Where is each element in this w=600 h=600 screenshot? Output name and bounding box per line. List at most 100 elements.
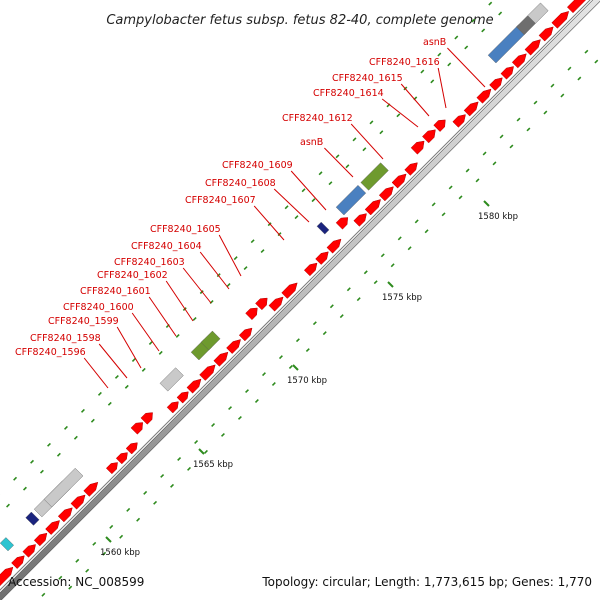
- tick-mark: [465, 168, 470, 173]
- tick-mark: [577, 76, 582, 81]
- tick-mark: [177, 456, 182, 461]
- tick-mark: [194, 440, 199, 444]
- tick-mark: [158, 350, 163, 355]
- cds-arrow: [404, 162, 418, 176]
- leader-line: [400, 83, 430, 117]
- tick-mark: [362, 147, 367, 152]
- cds-arrow: [11, 555, 25, 569]
- leader-line: [148, 296, 177, 337]
- gene-label: CFF8240_1615: [332, 73, 403, 84]
- cds-arrow: [364, 199, 381, 216]
- cds-arrow: [538, 26, 554, 42]
- cds-arrow: [245, 307, 258, 321]
- tick-mark: [441, 212, 446, 217]
- cds-arrow: [140, 412, 153, 425]
- scale-label: 1560 kbp: [100, 548, 140, 558]
- leader-line: [182, 267, 212, 304]
- tick-mark: [277, 232, 282, 237]
- tick-mark: [379, 130, 384, 135]
- tick-mark: [407, 246, 412, 251]
- tick-mark: [124, 384, 129, 389]
- cds-arrow: [70, 494, 86, 510]
- tick-mark: [288, 365, 293, 370]
- tick-mark: [141, 367, 146, 372]
- cds-arrow: [353, 213, 367, 227]
- tick-mark: [233, 256, 238, 261]
- scale-tick: [105, 536, 112, 543]
- cds-arrow: [551, 11, 570, 29]
- cds-arrow: [83, 481, 99, 497]
- cds-arrow: [226, 339, 241, 354]
- tick-mark: [424, 229, 429, 234]
- tick-mark: [119, 534, 124, 539]
- cds-arrow: [315, 251, 329, 265]
- cds-arrow: [213, 351, 229, 367]
- feature-block-blue: [335, 185, 367, 216]
- tick-mark: [488, 1, 493, 6]
- tick-mark: [356, 297, 361, 302]
- tick-mark: [369, 120, 374, 125]
- tick-mark: [509, 144, 514, 149]
- tick-mark: [447, 62, 452, 67]
- tick-mark: [90, 418, 95, 423]
- tick-mark: [41, 592, 46, 597]
- feature-block-grey: [527, 2, 549, 24]
- gene-label: CFF8240_1598: [30, 333, 101, 344]
- tick-mark: [373, 280, 378, 285]
- tick-mark: [220, 432, 225, 437]
- tick-mark: [243, 266, 248, 271]
- gene-label: CFF8240_1601: [80, 286, 151, 297]
- tick-mark: [22, 486, 27, 491]
- tick-mark: [458, 195, 463, 200]
- tick-mark: [295, 338, 300, 343]
- tick-mark: [170, 483, 175, 488]
- gene-label: CFF8240_1599: [48, 316, 119, 327]
- feature-block-cyan: [0, 537, 14, 552]
- tick-mark: [58, 575, 63, 580]
- tick-mark: [278, 355, 283, 360]
- tick-mark: [204, 449, 208, 454]
- tick-mark: [153, 500, 158, 505]
- tick-mark: [363, 270, 368, 275]
- cds-arrow: [33, 532, 48, 547]
- cds-arrow: [524, 39, 541, 56]
- tick-mark: [339, 314, 344, 319]
- cds-arrow: [500, 66, 514, 80]
- tick-mark: [175, 333, 180, 338]
- scale-label: 1580 kbp: [478, 212, 518, 222]
- tick-mark: [102, 551, 107, 556]
- tick-mark: [397, 236, 402, 241]
- tick-mark: [437, 52, 442, 57]
- cds-arrow: [378, 186, 394, 202]
- tick-mark: [482, 151, 487, 156]
- cds-arrow: [326, 238, 342, 254]
- topology-text: Topology: circular; Length: 1,773,615 bp…: [261, 575, 592, 589]
- cds-arrow: [410, 140, 425, 155]
- tick-mark: [228, 406, 233, 411]
- tick-mark: [143, 490, 148, 495]
- tick-mark: [301, 188, 306, 193]
- gene-label: CFF8240_1614: [313, 88, 384, 99]
- tick-mark: [550, 83, 555, 88]
- feature-track: [0, 2, 549, 552]
- cds-arrow: [433, 119, 446, 132]
- cds-arrow: [22, 544, 36, 558]
- leader-line: [253, 205, 285, 241]
- tick-mark: [498, 11, 503, 16]
- tick-mark: [260, 249, 265, 254]
- leader-line: [447, 47, 486, 88]
- tick-mark: [431, 202, 436, 207]
- tick-mark: [211, 423, 216, 428]
- leader-line: [165, 280, 194, 322]
- tick-mark: [328, 181, 333, 186]
- leader-line: [381, 98, 419, 128]
- tick-mark: [335, 154, 340, 159]
- cds-arrow: [166, 401, 179, 414]
- tick-mark: [160, 473, 165, 478]
- tick-mark: [352, 137, 357, 142]
- tick-mark: [345, 164, 350, 169]
- scale-tick: [292, 364, 299, 371]
- tick-mark: [380, 253, 385, 258]
